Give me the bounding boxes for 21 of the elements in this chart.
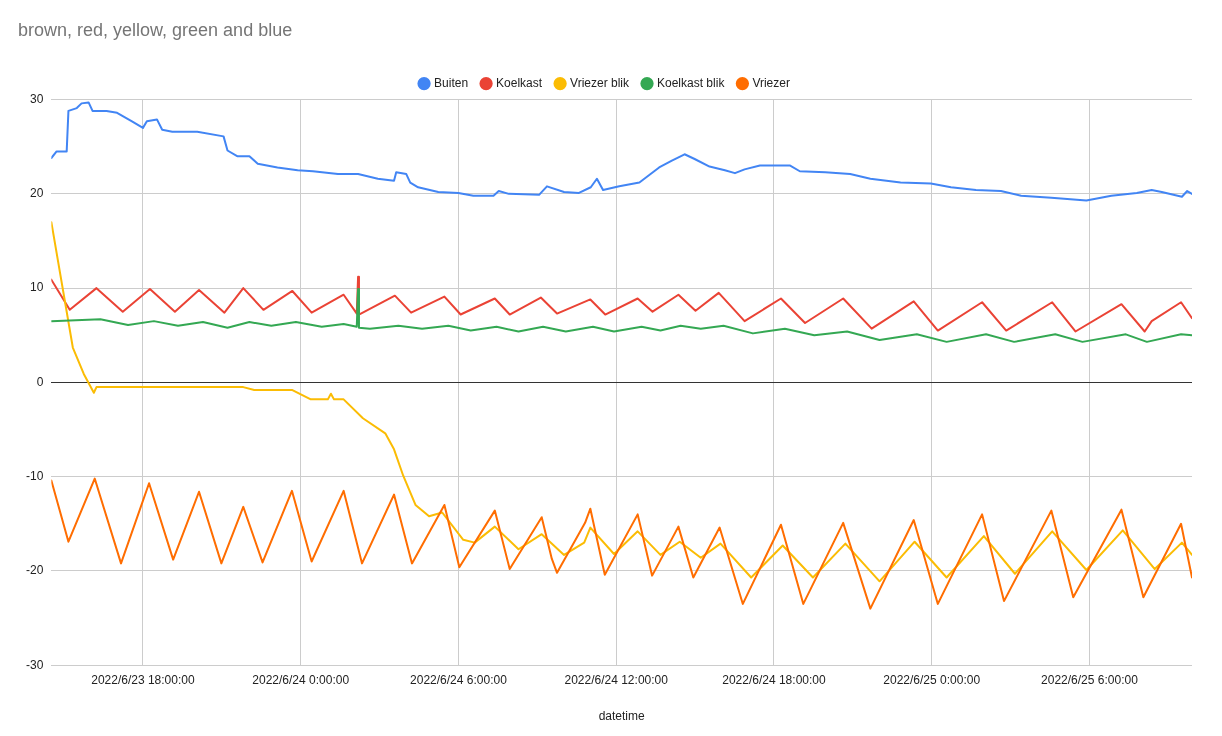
y-tick-label: 10 — [29, 280, 44, 295]
x-tick-label: 2022/6/23 18:00:00 — [91, 672, 195, 687]
y-tick-label: 30 — [29, 91, 44, 106]
y-tick-label: 20 — [29, 186, 44, 201]
y-tick-label: -30 — [26, 657, 44, 672]
x-axis-title: datetime — [598, 709, 646, 724]
legend-label: Buiten — [434, 75, 469, 90]
x-tick-label: 2022/6/24 6:00:00 — [410, 672, 508, 687]
x-tick-label: 2022/6/24 18:00:00 — [722, 672, 826, 687]
y-tick-label: 0 — [36, 374, 44, 389]
x-tick-label: 2022/6/24 12:00:00 — [564, 672, 669, 687]
legend-label: Vriezer blik — [570, 75, 631, 90]
x-tick-label: 2022/6/25 6:00:00 — [1041, 672, 1139, 687]
x-tick-label: 2022/6/24 0:00:00 — [252, 672, 350, 687]
legend-label: Vriezer — [752, 75, 790, 90]
x-tick-label: 2022/6/25 0:00:00 — [883, 672, 981, 687]
y-tick-label: -10 — [26, 468, 44, 483]
y-tick-label: -20 — [26, 563, 44, 578]
chart-title: brown, red, yellow, green and blue — [18, 19, 293, 40]
legend-label: Koelkast blik — [657, 75, 726, 90]
legend-label: Koelkast — [496, 75, 543, 90]
